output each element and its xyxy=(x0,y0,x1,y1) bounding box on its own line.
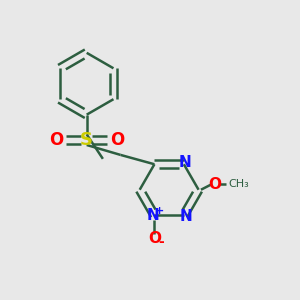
Text: -: - xyxy=(158,235,164,249)
Text: O: O xyxy=(208,177,221,192)
Text: S: S xyxy=(80,131,93,149)
Text: N: N xyxy=(179,155,192,170)
Text: O: O xyxy=(148,231,161,246)
Text: CH₃: CH₃ xyxy=(229,179,249,190)
Text: O: O xyxy=(110,131,125,149)
Text: N: N xyxy=(180,209,193,224)
Text: N: N xyxy=(147,208,159,223)
Text: +: + xyxy=(155,206,164,216)
Text: O: O xyxy=(49,131,63,149)
